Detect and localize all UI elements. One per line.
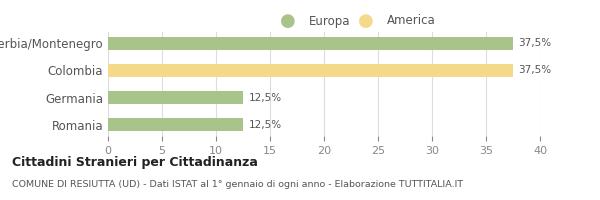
Text: ●: ● <box>358 12 374 30</box>
Text: 37,5%: 37,5% <box>518 65 551 75</box>
Bar <box>108 91 243 104</box>
Bar <box>108 118 243 131</box>
Text: 12,5%: 12,5% <box>248 120 281 130</box>
Text: ●: ● <box>280 12 296 30</box>
Text: Cittadini Stranieri per Cittadinanza: Cittadini Stranieri per Cittadinanza <box>12 156 258 169</box>
Text: COMUNE DI RESIUTTA (UD) - Dati ISTAT al 1° gennaio di ogni anno - Elaborazione T: COMUNE DI RESIUTTA (UD) - Dati ISTAT al … <box>12 180 463 189</box>
Bar <box>108 37 513 50</box>
Text: 37,5%: 37,5% <box>518 38 551 48</box>
Bar <box>108 64 513 77</box>
Text: America: America <box>387 15 436 27</box>
Text: 12,5%: 12,5% <box>248 93 281 103</box>
Text: Europa: Europa <box>309 15 350 27</box>
